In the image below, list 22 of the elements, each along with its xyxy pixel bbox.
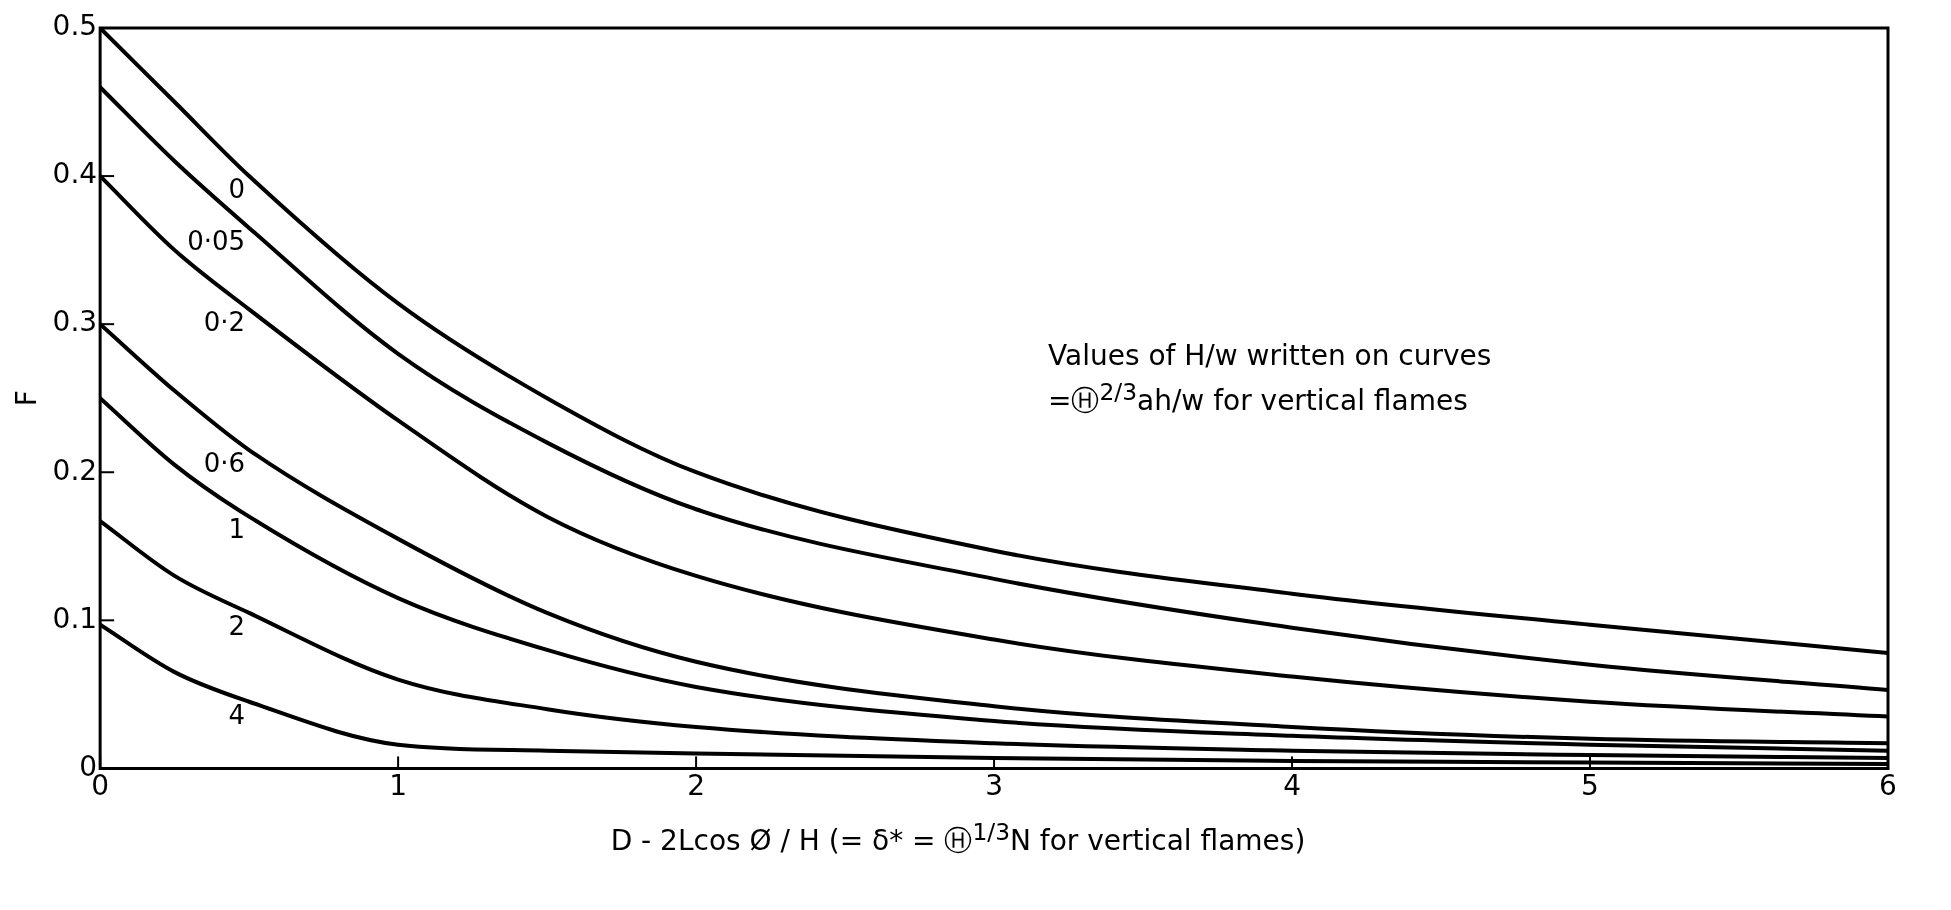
series-label: 2 — [228, 610, 246, 641]
y-tick-label: 0.5 — [52, 9, 98, 43]
x-tick-label: 3 — [985, 769, 1003, 803]
series-label: 0·05 — [187, 225, 246, 256]
x-axis-title: D - 2Lcos Ø / H (= δ* = Ⓗ$^{1/3}$N for vertical flames) — [609, 818, 1307, 860]
y-tick-label: 0.1 — [52, 601, 98, 635]
y-tick-label: 0.3 — [52, 305, 98, 339]
series-label: 0·6 — [203, 447, 246, 478]
annotation: =Ⓗ$^{2/3}$ah/w for vertical flames — [1048, 377, 1469, 420]
y-tick-label: 0.2 — [52, 453, 98, 487]
series-label: 4 — [228, 699, 246, 730]
x-tick-label: 4 — [1283, 769, 1301, 803]
series-label: 0·2 — [203, 307, 246, 338]
x-tick-label: 1 — [389, 769, 408, 803]
x-tick-label: 5 — [1581, 769, 1599, 803]
x-tick-label: 2 — [687, 769, 705, 803]
series-label: 0 — [228, 173, 246, 204]
y-tick-label: 0.4 — [52, 157, 98, 191]
series-label: 1 — [228, 514, 246, 545]
x-tick-label: 6 — [1879, 769, 1897, 803]
annotation: Values of H/w written on curves — [1048, 338, 1492, 374]
y-axis-title: F — [10, 390, 44, 407]
